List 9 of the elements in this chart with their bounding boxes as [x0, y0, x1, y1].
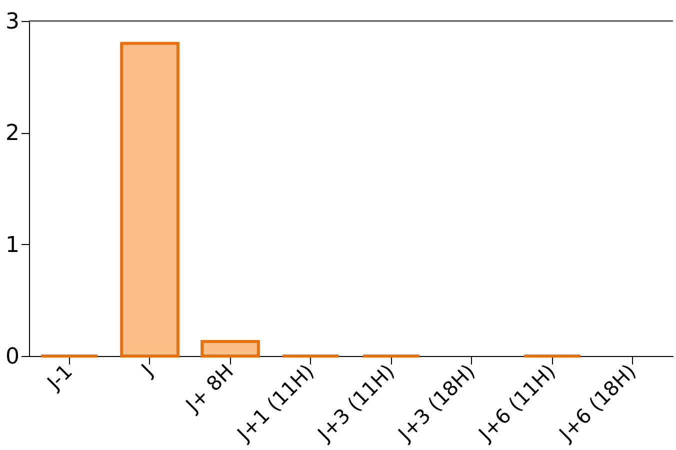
y-tick-label: 2: [6, 121, 20, 146]
y-tick-label: 0: [6, 344, 20, 370]
bar: [120, 42, 180, 358]
x-tick-label: J-1: [40, 359, 78, 396]
y-tick-label: 1: [6, 232, 20, 258]
x-tick-label: J+ 8H: [179, 359, 238, 418]
y-tick-label: 3: [6, 10, 20, 34]
x-tick-label: J: [134, 359, 158, 382]
bar: [200, 340, 260, 358]
